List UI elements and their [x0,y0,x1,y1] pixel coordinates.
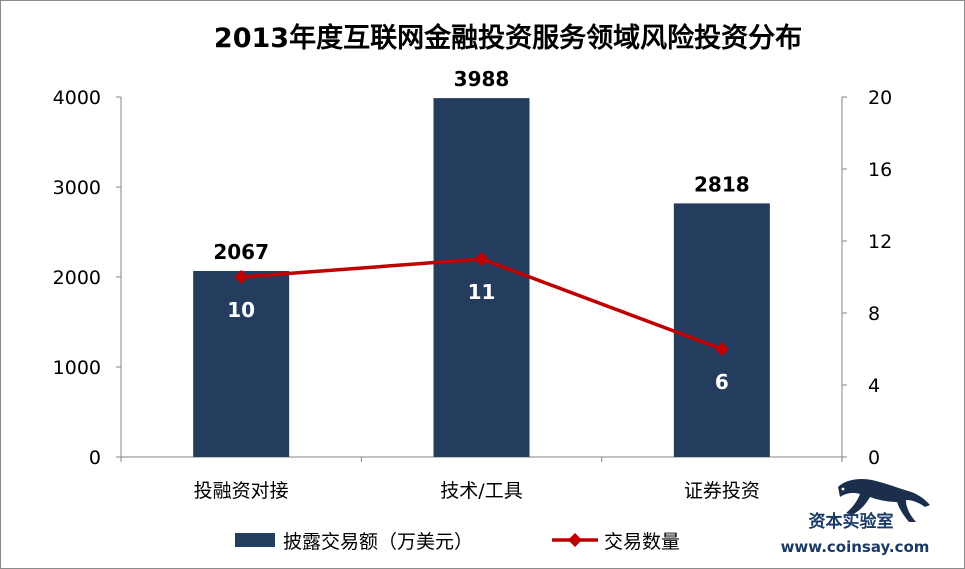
x-tick-label: 投融资对接 [194,480,289,502]
panther-icon [838,479,930,522]
chart-title: 2013年度互联网金融投资服务领域风险投资分布 [214,22,802,54]
y-right-tick-label: 8 [868,303,880,325]
x-tick-label: 技术/工具 [440,480,522,502]
y-right-tick-label: 12 [868,231,892,253]
legend-swatch-marker [568,533,582,547]
watermark-name: 资本实验室 [809,511,894,532]
watermark-url: www.coinsay.com [781,538,930,556]
y-left-tick-label: 2000 [53,267,101,289]
line-point-marker [474,252,489,266]
y-right-tick-label: 20 [868,87,892,109]
legend-label-bar: 披露交易额（万美元） [283,531,473,553]
legend-label-line: 交易数量 [604,531,680,553]
watermark: 资本实验室 www.coinsay.com [781,479,930,556]
x-tick-label: 证券投资 [684,480,760,502]
line-data-label: 11 [468,280,496,304]
line-point-marker [234,270,249,284]
y-right-tick-label: 4 [868,375,880,397]
bar [673,203,770,457]
legend-swatch-bar [235,533,275,547]
bar-data-label: 2067 [213,240,269,264]
bar-data-label: 3988 [454,67,510,91]
y-left-tick-label: 4000 [53,87,101,109]
line-data-label: 10 [227,298,255,322]
y-left-tick-label: 1000 [53,357,101,379]
bar [433,98,530,457]
bar [193,270,290,457]
line-point-marker [714,342,729,356]
y-right-tick-label: 16 [868,159,892,181]
y-right-tick-label: 0 [868,447,880,469]
y-left-tick-label: 3000 [53,177,101,199]
bar-data-label: 2818 [694,172,750,196]
line-data-label: 6 [715,370,729,394]
y-left-tick-label: 0 [89,447,101,469]
